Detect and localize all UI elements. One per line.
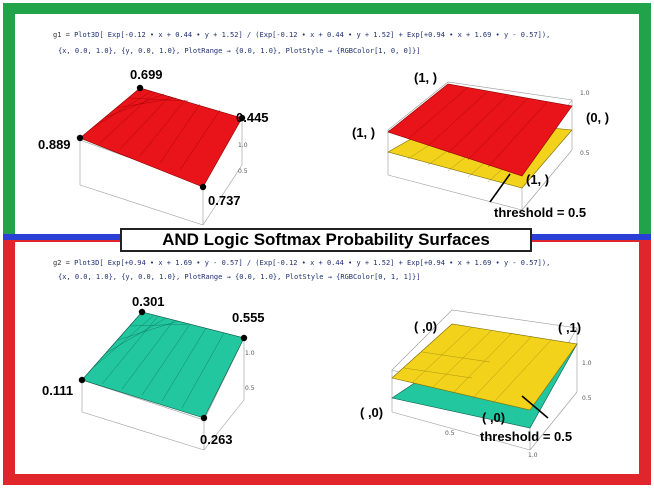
code-line-g2: g2 = Plot3D[ Exp[+0.94 • x + 1.69 • y - …: [53, 256, 550, 270]
threshold-plane: [391, 323, 578, 411]
axis-tick: 0.5: [582, 395, 592, 402]
code-line-g1: g1 = Plot3D[ Exp[-0.12 • x + 0.44 • y + …: [53, 28, 550, 42]
code-prefix: g2 =: [53, 259, 70, 267]
surface-red: [79, 87, 243, 188]
page-title: AND Logic Softmax Probability Surfaces: [162, 230, 490, 249]
value-label-back: 0.699: [130, 67, 163, 82]
threshold-callout: [489, 173, 511, 203]
corner-point-right: [238, 114, 246, 122]
title-banner: AND Logic Softmax Probability Surfaces: [120, 228, 532, 252]
corner-point-right: [240, 334, 248, 342]
value-label-back: 0.301: [132, 294, 165, 309]
corner-point-back: [136, 84, 144, 92]
coord-label-left: ( ,0): [360, 405, 384, 420]
plot-g1-surface: [76, 84, 246, 226]
plot-g2-surface: [78, 308, 248, 451]
value-label-right: 0.445: [236, 110, 269, 125]
corner-point-left: [78, 376, 86, 384]
threshold-callout: [521, 395, 549, 419]
code-line-g1-2: {x, 0.0, 1.0}, {y, 0.0, 1.0}, PlotRange …: [58, 47, 421, 55]
coord-label-front: (1, ): [526, 172, 550, 187]
code-text: Plot3D[ Exp[+0.94 • x + 1.69 • y - 0.57]…: [74, 259, 551, 267]
code-line-g2-2: {x, 0.0, 1.0}, {y, 0.0, 1.0}, PlotRange …: [58, 273, 421, 281]
coord-label-top: (1, ): [414, 70, 438, 85]
corner-point-left: [76, 134, 84, 142]
corner-point-front: [200, 414, 208, 422]
axis-tick: 1.0: [238, 142, 248, 149]
corner-point-front: [199, 183, 207, 191]
code-prefix: g1 =: [53, 31, 70, 39]
value-label-left: 0.889: [38, 137, 71, 152]
surface-red-2: [387, 83, 573, 177]
threshold-label-top: threshold = 0.5: [494, 205, 587, 220]
plot-g2-threshold: [391, 309, 578, 451]
axis-tick: 0.5: [238, 168, 248, 175]
axis-tick: 1.0: [245, 350, 255, 357]
value-label-front: 0.737: [208, 193, 241, 208]
coord-label-front: ( ,0): [482, 410, 506, 425]
surface-teal: [81, 311, 245, 419]
value-label-front: 0.263: [200, 432, 233, 447]
code-text: Plot3D[ Exp[-0.12 • x + 0.44 • y + 1.52]…: [74, 31, 551, 39]
coord-label-right: (0, ): [586, 110, 610, 125]
axis-tick: 0.5: [245, 385, 255, 392]
plot-g1-threshold: [387, 81, 573, 211]
corner-point-back: [138, 308, 146, 316]
value-label-right: 0.555: [232, 310, 265, 325]
axis-tick: 0.5: [580, 150, 590, 157]
axis-tick: 1.0: [528, 452, 538, 459]
value-label-left: 0.111: [42, 383, 74, 398]
axis-tick: 1.0: [580, 90, 590, 97]
axis-tick: 1.0: [582, 360, 592, 367]
coord-label-left: (1, ): [352, 125, 376, 140]
coord-label-top: ( ,0): [414, 319, 438, 334]
threshold-label-bottom: threshold = 0.5: [480, 429, 573, 444]
coord-label-right: ( ,1): [558, 320, 582, 335]
axis-tick: 0.5: [445, 430, 455, 437]
